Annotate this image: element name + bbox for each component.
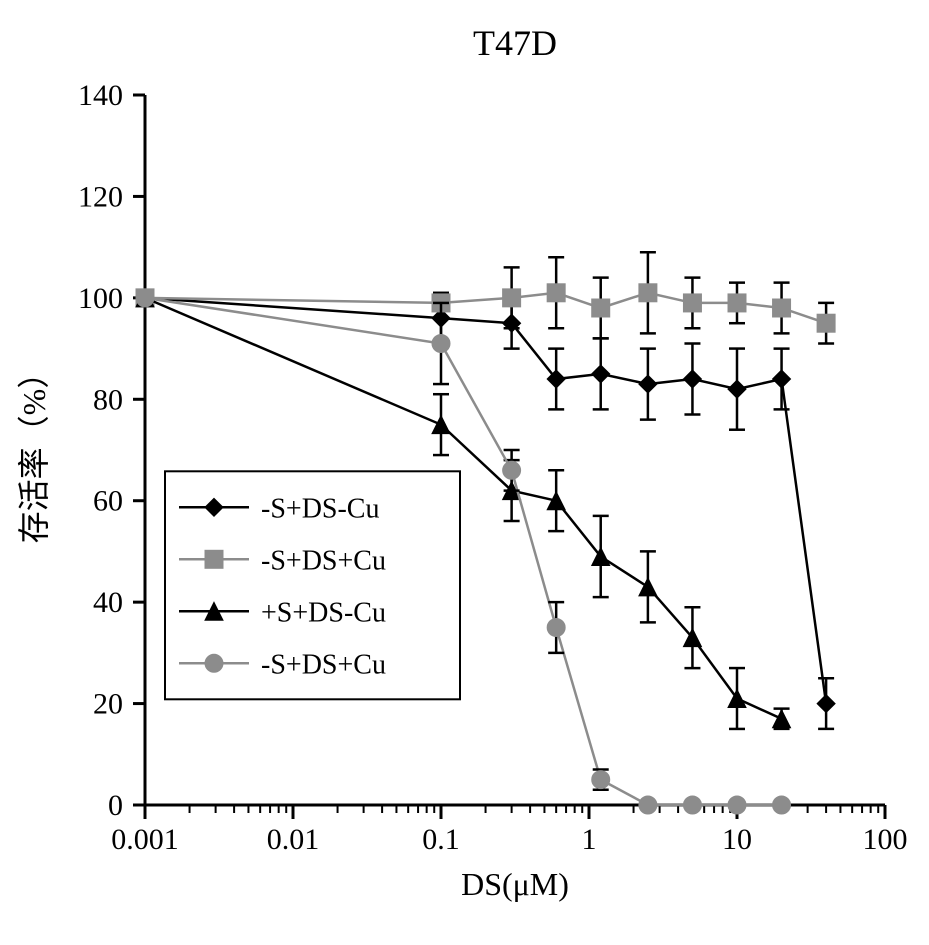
legend-label-2: +S+DS-Cu bbox=[261, 597, 386, 628]
x-tick-label: 1 bbox=[582, 823, 597, 856]
x-tick-label: 100 bbox=[863, 823, 908, 856]
x-tick-label: 0.1 bbox=[422, 823, 460, 856]
x-tick-label: 0.001 bbox=[111, 823, 179, 856]
y-axis-label: 存活率（%） bbox=[16, 357, 52, 544]
y-tick-label: 20 bbox=[93, 688, 123, 721]
y-tick-label: 40 bbox=[93, 586, 123, 619]
y-tick-label: 140 bbox=[78, 79, 123, 112]
legend-label-3: -S+DS+Cu bbox=[261, 649, 386, 680]
y-tick-label: 100 bbox=[78, 282, 123, 315]
x-axis-label: DS(μM) bbox=[461, 866, 569, 902]
x-tick-label: 0.01 bbox=[267, 823, 320, 856]
chart-container: T47D 0 20 40 60 80 100 120 140 0.001 0.01 0.1 1 10 100… bbox=[0, 0, 929, 945]
y-tick-label: 120 bbox=[78, 180, 123, 213]
y-tick-label: 0 bbox=[108, 789, 123, 822]
y-tick-label: 80 bbox=[93, 383, 123, 416]
legend-label-1: -S+DS+Cu bbox=[261, 545, 386, 576]
chart-title: T47D bbox=[473, 23, 557, 63]
x-tick-label: 10 bbox=[722, 823, 752, 856]
legend-label-0: -S+DS-Cu bbox=[261, 493, 379, 524]
legend: -S+DS-Cu -S+DS+Cu +S+DS-Cu -S+DS+Cu bbox=[165, 471, 460, 699]
chart-svg: T47D 0 20 40 60 80 100 120 140 0.001 0.01 0.1 1 10 100… bbox=[0, 0, 929, 945]
y-tick-label: 60 bbox=[93, 485, 123, 518]
